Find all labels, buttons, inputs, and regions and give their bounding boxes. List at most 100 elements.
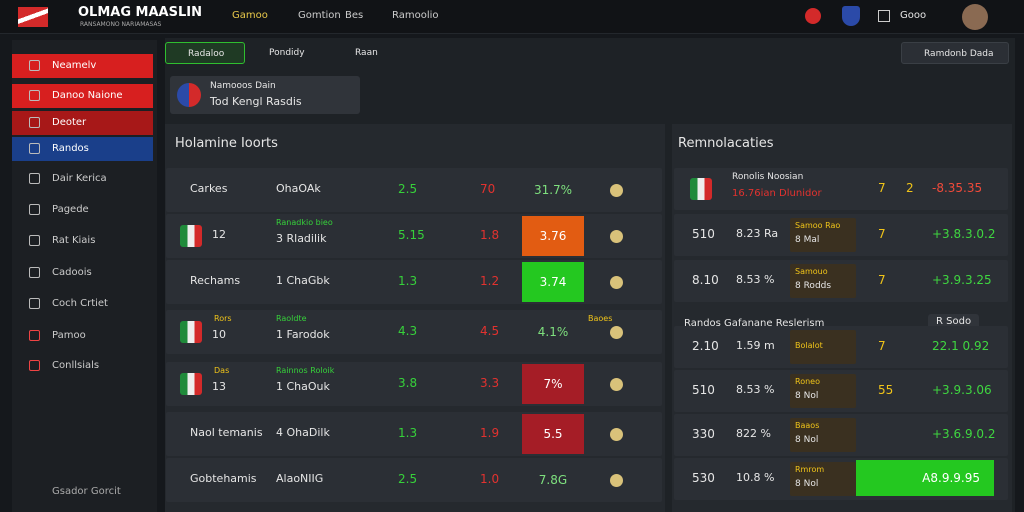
team-name: 10 <box>212 328 226 341</box>
sidebar-item[interactable]: Randos <box>12 137 153 161</box>
box-label: Roneo <box>795 377 820 386</box>
odds-b: 70 <box>480 182 496 196</box>
sidebar-footer[interactable]: Gsador Gorcit <box>52 486 121 497</box>
odds-c[interactable]: 3.74 <box>522 262 584 302</box>
odds-c[interactable]: 31.7% <box>533 183 573 197</box>
odds-c[interactable]: 4.1% <box>537 325 569 339</box>
odds-a: 5.15 <box>398 228 425 242</box>
box-label: Samoo Rao <box>795 221 841 230</box>
sidebar-icon <box>29 235 40 246</box>
odds-b: 1.9 <box>480 426 500 440</box>
sidebar-item[interactable]: Conllsials <box>12 354 153 378</box>
toolbar-tab[interactable]: Pondidy <box>269 48 305 58</box>
nav-link[interactable]: Ramoolio <box>392 10 439 21</box>
sidebar: Neamelv Danoo Naione Deoter Randos Dair Keri… <box>12 40 157 512</box>
sidebar-item[interactable]: Danoo Naione <box>12 84 153 108</box>
nav-link[interactable]: Gomtion <box>298 10 341 21</box>
table-row[interactable]: Ronolis Noosian 16.76ian Dlunidor 7 2 -8.35.… <box>674 168 1008 210</box>
sidebar-item[interactable]: Pamoo <box>12 324 153 348</box>
sidebar-icon <box>29 143 40 154</box>
toolbar-tab[interactable]: Radaloo <box>165 42 245 64</box>
toolbar-tab[interactable]: Raan <box>355 48 378 58</box>
match-sub: Ranadkio bieo <box>276 218 333 227</box>
value-f[interactable]: +3.9.3.06 <box>932 383 992 397</box>
tagline: RANSAMONO NARIAMASAS <box>80 21 162 28</box>
team-name: 12 <box>212 228 226 241</box>
section-badge[interactable]: R Sodo <box>928 314 980 329</box>
value-a: 510 <box>692 383 715 397</box>
table-row[interactable]: Das 13 Rainnos Roloik 1 ChaOuk 3.8 3.3 7% <box>166 362 662 406</box>
sidebar-icon <box>29 298 40 309</box>
match-name: 4 OhaDilk <box>276 426 330 439</box>
value-b: 10.8 % <box>736 471 775 484</box>
table-row[interactable]: Naol temanis 4 OhaDilk 1.3 1.9 5.5 <box>166 412 662 456</box>
value-f[interactable]: +3.9.3.25 <box>932 273 992 287</box>
sidebar-item[interactable]: Cadoois <box>12 261 153 285</box>
value-f[interactable]: +3.8.3.0.2 <box>932 227 996 241</box>
match-name: AlaoNIIG <box>276 472 324 485</box>
table-row[interactable]: 510 8.53 % Roneo 8 Nol 55 +3.9.3.06 <box>674 370 1008 412</box>
match-sub: Rainnos Roloik <box>276 366 335 375</box>
odds-b: 4.5 <box>480 324 500 338</box>
odds-a: 2.5 <box>398 472 418 486</box>
value-f[interactable]: -8.35.35 <box>932 181 983 195</box>
nav-link[interactable]: Gamoo <box>232 10 268 21</box>
value-f[interactable]: A8.9.9.95 <box>856 460 994 496</box>
value-f[interactable]: +3.6.9.0.2 <box>932 427 996 441</box>
team-flag <box>180 373 202 395</box>
box-value: 8 Nol <box>795 435 819 445</box>
odds-b: 1.2 <box>480 274 500 288</box>
main: Radaloo Pondidy Raan Ramdonb Dada Namooos Da… <box>165 38 1015 512</box>
match-name: 1 Farodok <box>276 328 330 341</box>
odds-b: 3.3 <box>480 376 500 390</box>
sidebar-item[interactable]: Dair Kerica <box>12 167 153 191</box>
brand: OLMAG MAASLIN <box>78 5 202 20</box>
value-a: 530 <box>692 471 715 485</box>
right-panel: Remnolacaties Randos Gafanane Reslerism R … <box>672 124 1012 512</box>
avatar[interactable] <box>962 4 988 30</box>
header: OLMAG MAASLIN RANSAMONO NARIAMASAS Gamoo Go… <box>0 0 1024 34</box>
sidebar-item[interactable]: Rat Kiais <box>12 229 153 253</box>
nav-link[interactable]: Bes <box>345 10 364 21</box>
value-d: 7 <box>878 273 886 287</box>
table-row[interactable]: 8.10 8.53 % Samouo 8 Rodds 7 +3.9.3.25 <box>674 260 1008 302</box>
table-row[interactable]: Rors 10 Raoldte 1 Farodok 4.3 4.5 4.1% Baoes <box>166 310 662 354</box>
value-a: 510 <box>692 227 715 241</box>
sidebar-item[interactable]: Neamelv <box>12 54 153 78</box>
odds-c[interactable]: 5.5 <box>522 414 584 454</box>
box-value: 8 Nol <box>795 391 819 401</box>
table-row[interactable]: 12 Ranadkio bieo 3 Rladilik 5.15 1.8 3.76 <box>166 214 662 258</box>
value-d: 7 <box>878 181 886 195</box>
odds-c[interactable]: 3.76 <box>522 216 584 256</box>
value-b: 8.53 % <box>736 383 775 396</box>
table-row[interactable]: 510 8.23 Ra Samoo Rao 8 Mal 7 +3.8.3.0.2 <box>674 214 1008 256</box>
table-row[interactable]: Carkes OhaOAk 2.5 70 31.7% <box>166 168 662 212</box>
value-a: 8.10 <box>692 273 719 287</box>
notification[interactable] <box>805 8 821 24</box>
value-f[interactable]: 22.1 0.92 <box>932 339 990 353</box>
row-icon <box>610 184 623 197</box>
sidebar-item[interactable]: Deoter <box>12 111 153 135</box>
table-row[interactable]: 530 10.8 % Rmrom 8 Nol A8.9.9.95 <box>674 458 1008 500</box>
table-row[interactable]: Rechams 1 ChaGbk 1.3 1.2 3.74 <box>166 260 662 304</box>
odds-c[interactable]: 7% <box>522 364 584 404</box>
sidebar-item[interactable]: Coch Crtiet <box>12 292 153 316</box>
section-title: Randos Gafanane Reslerism <box>684 318 825 329</box>
table-row[interactable]: 2.10 1.59 m Bolalot 7 22.1 0.92 <box>674 326 1008 368</box>
checkbox[interactable] <box>878 10 890 22</box>
odds-c[interactable]: 7.8G <box>538 473 568 487</box>
status-box: Samoo Rao 8 Mal <box>790 218 856 252</box>
table-row[interactable]: Gobtehamis AlaoNIIG 2.5 1.0 7.8G <box>166 458 662 502</box>
user-name[interactable]: Gooo <box>900 10 927 21</box>
table-row[interactable]: 330 822 % Baaos 8 Nol +3.6.9.0.2 <box>674 414 1008 456</box>
row-icon <box>610 276 623 289</box>
team-tag: Rors <box>214 314 232 323</box>
sidebar-item[interactable]: Pagede <box>12 198 153 222</box>
toolbar-action[interactable]: Ramdonb Dada <box>901 42 1009 64</box>
value-b: 1.59 m <box>736 339 775 352</box>
sidebar-icon <box>29 173 40 184</box>
value-d: 7 <box>878 227 886 241</box>
team-name: Rechams <box>190 274 241 287</box>
badge[interactable] <box>842 6 860 26</box>
